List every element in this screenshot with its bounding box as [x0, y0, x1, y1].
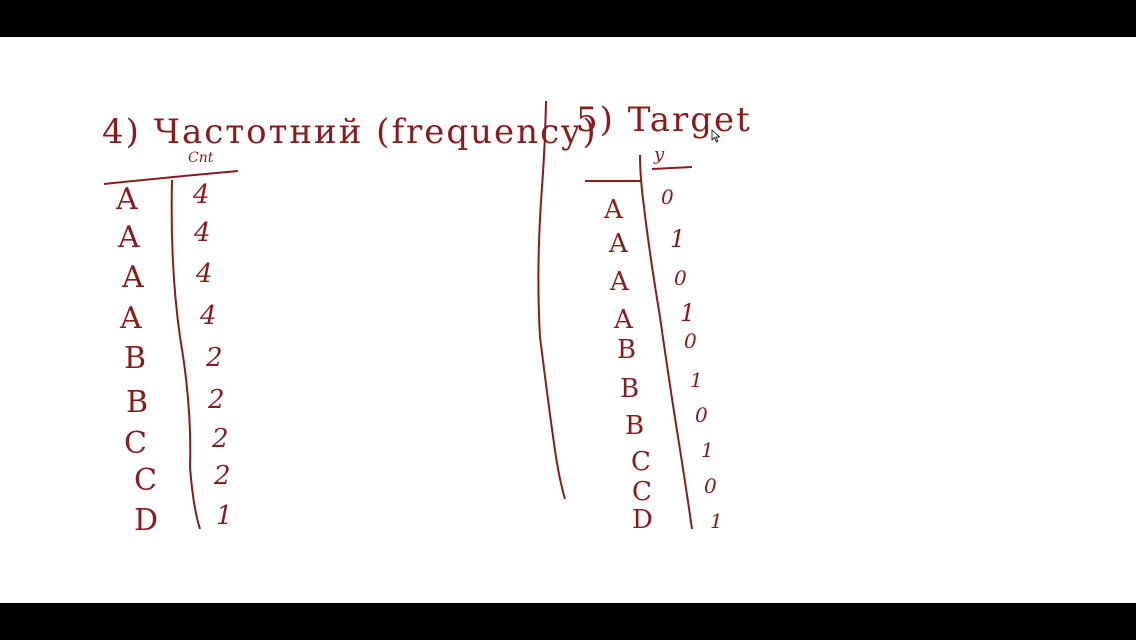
left-row-value: 2 — [214, 461, 231, 491]
right-row-category: C — [631, 447, 651, 477]
right-row-category: D — [632, 505, 653, 535]
frequency-title: 4) Частотний (frequency) — [102, 112, 598, 152]
right-row-category: A — [610, 267, 629, 297]
left-row-category: A — [118, 220, 140, 255]
right-column-divider — [639, 154, 693, 530]
left-row-value: 4 — [194, 218, 211, 248]
left-column-divider — [170, 179, 201, 530]
left-row-category: B — [126, 385, 149, 420]
left-row-value: 2 — [206, 343, 223, 373]
right-row-value: 1 — [690, 368, 703, 392]
left-header-rule — [103, 170, 239, 185]
right-row-value: 1 — [710, 509, 723, 533]
target-title: 5) Target — [576, 100, 752, 140]
section-divider — [537, 100, 566, 500]
whiteboard-canvas: 4) Частотний (frequency) Cnt A 4 A 4 A 4… — [0, 37, 1136, 603]
arrow-cursor-icon — [711, 129, 721, 143]
left-row-category: A — [122, 260, 144, 295]
right-row-value: 0 — [674, 266, 687, 290]
right-row-category: A — [609, 229, 628, 259]
left-row-category: D — [134, 503, 159, 538]
left-row-value: 1 — [216, 501, 233, 531]
left-column-header: Cnt — [188, 150, 214, 166]
left-row-category: C — [124, 426, 147, 461]
left-row-value: 4 — [196, 259, 213, 289]
right-row-category: A — [604, 195, 623, 225]
right-row-value: 0 — [695, 403, 708, 427]
right-row-value: 1 — [670, 225, 686, 253]
left-row-category: B — [124, 341, 147, 376]
left-row-category: A — [116, 182, 138, 217]
right-row-value: 0 — [704, 474, 717, 498]
left-row-value: 2 — [208, 385, 225, 415]
right-row-category: B — [625, 411, 645, 441]
right-row-value: 1 — [680, 299, 696, 327]
ink-strokes — [103, 100, 693, 530]
right-header-rule-y — [651, 166, 693, 170]
right-row-category: A — [614, 305, 633, 335]
right-row-value: 1 — [701, 438, 714, 462]
right-row-category: B — [617, 335, 637, 365]
left-row-value: 4 — [200, 301, 217, 331]
right-row-value: 0 — [684, 329, 697, 353]
left-row-value: 2 — [212, 424, 229, 454]
left-row-category: A — [120, 301, 142, 336]
right-column-header: y — [654, 144, 665, 165]
left-row-category: C — [134, 463, 157, 498]
right-row-category: B — [620, 374, 640, 404]
left-row-value: 4 — [193, 180, 210, 210]
right-row-value: 0 — [661, 185, 674, 209]
right-row-category: C — [632, 477, 652, 507]
